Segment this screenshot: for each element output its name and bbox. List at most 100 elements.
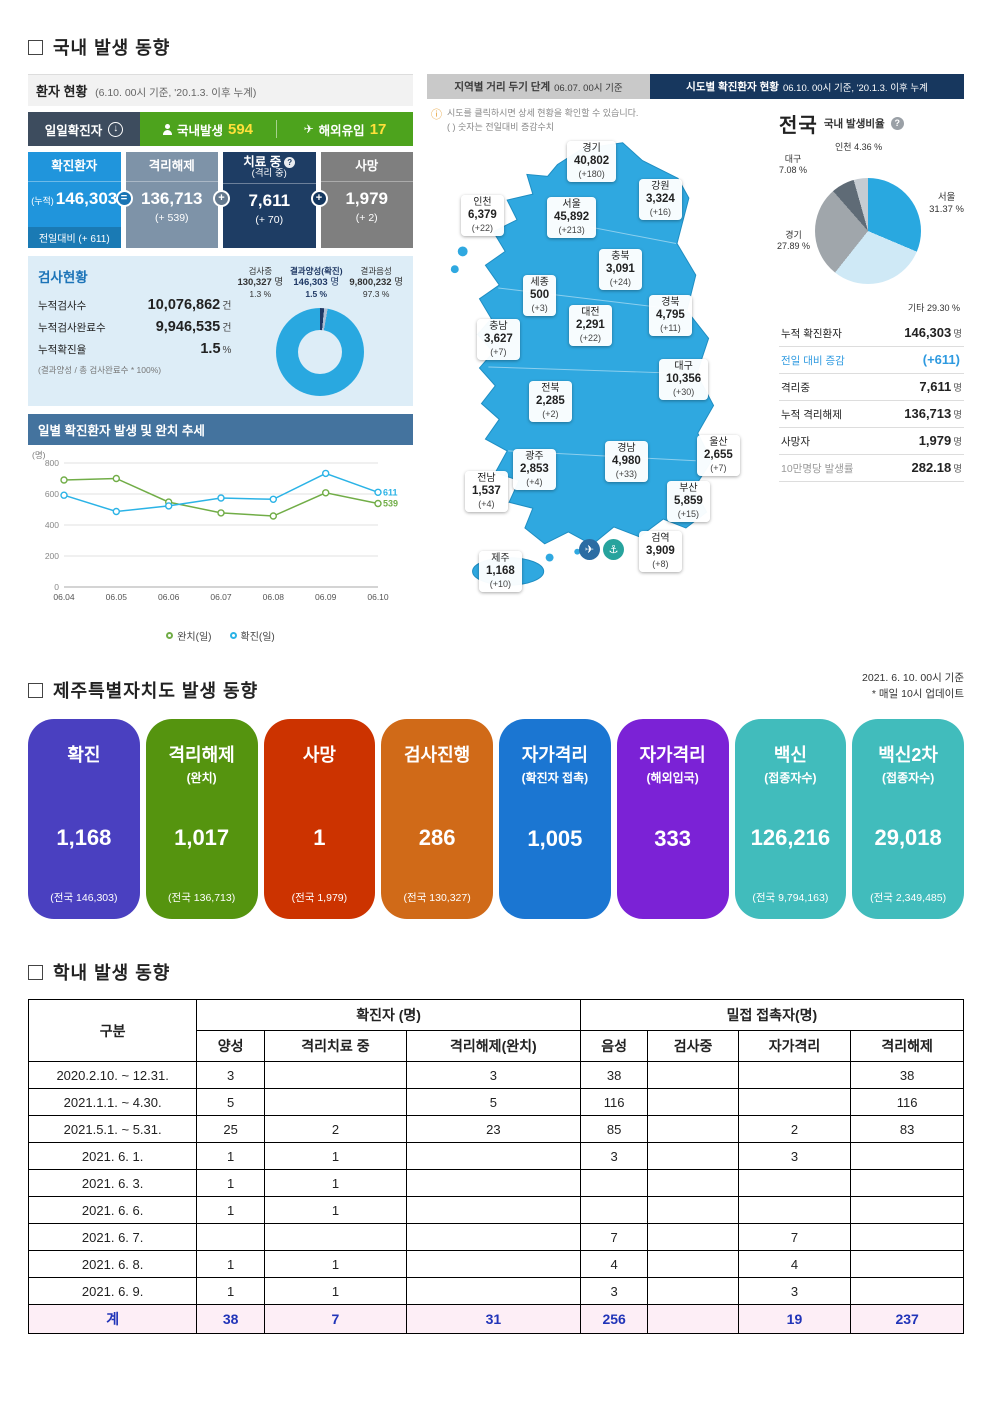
tab-region-status[interactable]: 시도별 확진환자 현황 06.10. 00시 기준, '20.1.3. 이후 누… bbox=[650, 74, 964, 99]
table-cell: 1 bbox=[196, 1196, 265, 1225]
map-region-jeju[interactable]: 제주 1,168 (+10) bbox=[479, 551, 522, 592]
map-region-quarantine[interactable]: 검역 3,909 (+8) bbox=[639, 531, 682, 572]
stat-daily-change: 전일 대비 증감 (+611) bbox=[779, 347, 964, 374]
region-delta: (+10) bbox=[489, 578, 512, 589]
overseas-cases-item: ✈ 해외유입 17 bbox=[277, 120, 413, 139]
table-cell: 3 bbox=[579, 1142, 649, 1171]
region-value: 6,379 bbox=[468, 209, 497, 221]
region-value: 3,324 bbox=[646, 193, 675, 205]
table-row: 2021.5.1. ~ 5.31. 25 2 23 85 2 83 bbox=[27, 1115, 964, 1144]
table-cell bbox=[647, 1169, 739, 1198]
map-region-busan[interactable]: 부산 5,859 (+15) bbox=[667, 481, 710, 522]
jeju-card-quarantine-overseas: 자가격리 (해외입국) 333 bbox=[616, 719, 729, 920]
help-icon[interactable]: ? bbox=[284, 156, 296, 168]
table-cell: 1 bbox=[263, 1142, 407, 1171]
svg-text:539: 539 bbox=[383, 499, 398, 509]
table-cell bbox=[405, 1250, 581, 1279]
table-header-group-row: 구분 확진자 (명) 밀접 접촉자(명) bbox=[27, 999, 965, 1063]
table-cell bbox=[647, 1061, 739, 1090]
daily-trend-chart: 0 200 400 600 800 06.04 06.05 06.06 06.07 06.08 06… bbox=[28, 449, 413, 626]
legend-dot-icon bbox=[229, 632, 237, 640]
map-region-incheon[interactable]: 인천 6,379 (+22) bbox=[461, 195, 504, 236]
table-cell bbox=[850, 1277, 964, 1306]
map-region-chungnam[interactable]: 충남 3,627 (+7) bbox=[477, 319, 520, 360]
table-cell bbox=[405, 1142, 581, 1171]
column-header-quarantine-released: 격리해제 bbox=[850, 1030, 964, 1063]
map-region-jeonbuk[interactable]: 전북 2,285 (+2) bbox=[529, 381, 572, 422]
patient-panel-header: 환자 현황 (6.10. 00시 기준, '20.1.3. 이후 누계) bbox=[28, 74, 413, 106]
region-name: 경북 bbox=[661, 297, 680, 308]
region-value: 3,909 bbox=[646, 545, 675, 557]
row-label: 2021. 6. 7. bbox=[27, 1223, 198, 1252]
tab-distancing[interactable]: 지역별 거리 두기 단계 06.07. 00시 기준 bbox=[427, 74, 650, 99]
table-cell bbox=[850, 1250, 964, 1279]
table-cell bbox=[850, 1142, 964, 1171]
table-cell bbox=[263, 1088, 407, 1117]
map-region-gyeongbuk[interactable]: 경북 4,795 (+11) bbox=[649, 295, 692, 336]
region-value: 2,655 bbox=[704, 449, 733, 461]
region-delta: (+4) bbox=[478, 498, 495, 509]
table-cell: 38 bbox=[579, 1061, 649, 1090]
pie-label-incheon: 인천 4.36 % bbox=[835, 142, 883, 152]
map-region-gyeongnam[interactable]: 경남 4,980 (+33) bbox=[605, 441, 648, 482]
map-region-daejeon[interactable]: 대전 2,291 (+22) bbox=[569, 305, 612, 346]
region-delta: (+22) bbox=[579, 332, 602, 343]
table-cell bbox=[647, 1115, 739, 1144]
region-value: 500 bbox=[530, 289, 550, 301]
row-label: 2021. 6. 8. bbox=[27, 1250, 198, 1279]
down-arrow-icon[interactable]: ↓ bbox=[108, 121, 124, 137]
map-region-gwangju[interactable]: 광주 2,853 (+4) bbox=[513, 449, 556, 490]
map-region-ulsan[interactable]: 울산 2,655 (+7) bbox=[697, 435, 740, 476]
table-row: 2021. 6. 9. 1 1 3 3 bbox=[27, 1277, 964, 1306]
school-status-table: 구분 확진자 (명) 밀접 접촉자(명) 양성 격리치료 중 격리해제(완치) … bbox=[27, 999, 965, 1335]
map-region-chungbuk[interactable]: 충북 3,091 (+24) bbox=[599, 249, 642, 290]
patient-cards-row: 확진환자 (누적) 146,303 전일대비 (+ 611) = 격리해제 136… bbox=[28, 152, 413, 248]
national-ratio-pie-wrap: 대구 7.08 % 인천 4.36 % 서울 31.37 % 경기 27.89 % 기… bbox=[777, 142, 964, 318]
map-region-gyeonggi[interactable]: 경기 40,802 (+180) bbox=[567, 141, 617, 182]
region-value: 40,802 bbox=[574, 155, 610, 167]
table-cell: 3 bbox=[737, 1277, 852, 1306]
svg-text:06.08: 06.08 bbox=[263, 592, 285, 602]
jeju-card-quarantine-contact: 자가격리 (확진자 접촉) 1,005 bbox=[499, 719, 611, 920]
equals-badge-icon: = bbox=[115, 190, 133, 208]
table-row: 2021.1.1. ~ 4.30. 5 5 116 116 bbox=[27, 1088, 964, 1117]
svg-text:06.05: 06.05 bbox=[106, 592, 128, 602]
patient-panel-title: 환자 현황 bbox=[36, 84, 88, 99]
table-cell bbox=[647, 1142, 739, 1171]
region-delta: (+7) bbox=[490, 346, 507, 357]
legend-recovered: 완치(일) bbox=[166, 628, 212, 643]
row-label: 2021. 6. 9. bbox=[27, 1277, 198, 1306]
card-in-treatment-delta: (+ 70) bbox=[255, 214, 284, 227]
column-header-negative: 음성 bbox=[579, 1030, 649, 1063]
table-cell: 7 bbox=[737, 1223, 852, 1252]
table-row: 2021. 6. 8. 1 1 4 4 bbox=[27, 1250, 964, 1279]
table-cell: 25 bbox=[196, 1115, 265, 1144]
test-status-title: 검사현황 bbox=[38, 270, 88, 285]
table-cell bbox=[850, 1169, 964, 1198]
card-confirmed: 확진환자 (누적) 146,303 전일대비 (+ 611) = bbox=[28, 152, 133, 248]
table-cell: 83 bbox=[850, 1115, 964, 1144]
svg-text:06.06: 06.06 bbox=[158, 592, 180, 602]
table-cell bbox=[263, 1223, 407, 1252]
card-deaths: 사망 1,979 (+ 2) bbox=[320, 152, 413, 248]
map-region-sejong[interactable]: 세종 500 (+3) bbox=[523, 275, 557, 316]
table-cell bbox=[647, 1196, 739, 1225]
trend-chart-title: 일별 확진환자 발생 및 완치 추세 bbox=[28, 414, 413, 446]
map-region-jeonnam[interactable]: 전남 1,537 (+4) bbox=[465, 471, 508, 512]
region-value: 4,980 bbox=[612, 455, 641, 467]
checkbox-icon bbox=[28, 39, 43, 55]
help-icon[interactable]: ? bbox=[890, 117, 904, 130]
card-in-treatment-label: 치료 중 ? (격리 중) bbox=[223, 152, 316, 185]
map-region-gangwon[interactable]: 강원 3,324 (+16) bbox=[639, 179, 682, 220]
region-name: 전북 bbox=[541, 383, 560, 394]
table-cell bbox=[405, 1223, 581, 1252]
map-region-daegu[interactable]: 대구 10,356 (+30) bbox=[659, 359, 709, 400]
map-tabs: 지역별 거리 두기 단계 06.07. 00시 기준 시도별 확진환자 현황 0… bbox=[427, 74, 964, 99]
table-cell bbox=[737, 1061, 852, 1090]
national-title: 전국 bbox=[779, 115, 818, 137]
region-name: 강원 bbox=[651, 181, 670, 192]
map-region-seoul[interactable]: 서울 45,892 (+213) bbox=[547, 197, 597, 238]
table-cell: 5 bbox=[405, 1088, 581, 1117]
table-cell: 7 bbox=[579, 1223, 649, 1252]
region-delta: (+8) bbox=[652, 558, 669, 569]
